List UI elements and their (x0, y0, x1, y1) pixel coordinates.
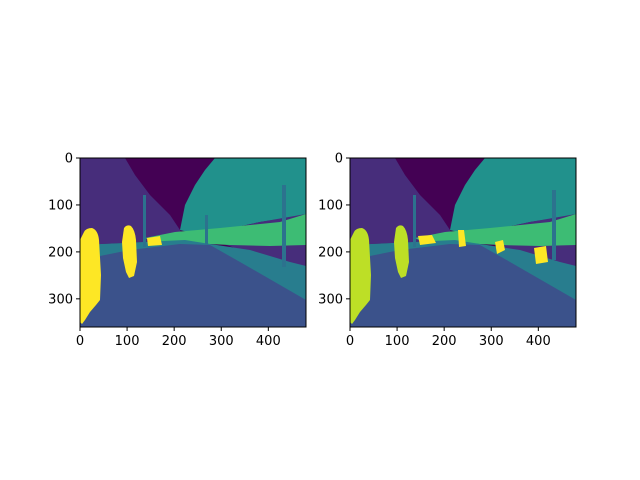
left-segmentation-plot: 0 100 200 300 400 0 100 200 300 (48, 152, 307, 349)
right-segmentation-plot: 0 100 200 300 400 0 100 200 300 (318, 152, 577, 349)
x-tick-label: 200 (432, 334, 457, 349)
person-region (495, 240, 505, 254)
left-y-axis: 0 100 200 300 (48, 152, 80, 307)
person-region (80, 228, 101, 324)
person-region (534, 246, 548, 264)
building-left-region (80, 158, 185, 245)
y-tick-label: 0 (65, 152, 73, 167)
vehicle-region (147, 236, 162, 246)
vegetation-region (450, 158, 576, 235)
person-region (350, 228, 371, 324)
right-segmentation-image (350, 158, 576, 327)
pole-region (205, 215, 208, 245)
fence-region (415, 214, 576, 246)
x-tick-label: 100 (115, 334, 140, 349)
x-tick-label: 0 (346, 334, 354, 349)
x-tick-label: 100 (385, 334, 410, 349)
pole-region (143, 195, 146, 247)
left-plot-frame (79, 157, 307, 328)
y-tick-label: 200 (48, 245, 73, 260)
y-tick-label: 0 (335, 152, 343, 167)
x-tick-label: 400 (256, 334, 281, 349)
right-x-axis: 0 100 200 300 400 (346, 327, 551, 349)
x-tick-label: 0 (76, 334, 84, 349)
pole-region (552, 190, 556, 260)
person-region (122, 225, 137, 278)
pole-region (282, 185, 286, 267)
x-tick-label: 300 (479, 334, 504, 349)
person-region (458, 230, 466, 247)
y-tick-label: 300 (48, 292, 73, 307)
right-y-axis: 0 100 200 300 (318, 152, 350, 307)
left-x-axis: 0 100 200 300 400 (76, 327, 281, 349)
y-tick-label: 100 (318, 198, 343, 213)
y-tick-label: 300 (318, 292, 343, 307)
pole-region (413, 195, 416, 247)
right-plot-frame (349, 157, 577, 328)
fence-region (145, 214, 306, 246)
y-tick-label: 100 (48, 198, 73, 213)
building-left-region (350, 158, 455, 245)
road-region (80, 244, 306, 327)
x-tick-label: 200 (162, 334, 187, 349)
y-tick-label: 200 (318, 245, 343, 260)
vehicle-region (418, 235, 436, 245)
person-region (394, 225, 409, 278)
vegetation-region (180, 158, 306, 235)
left-segmentation-image (80, 158, 306, 327)
x-tick-label: 300 (209, 334, 234, 349)
x-tick-label: 400 (526, 334, 551, 349)
